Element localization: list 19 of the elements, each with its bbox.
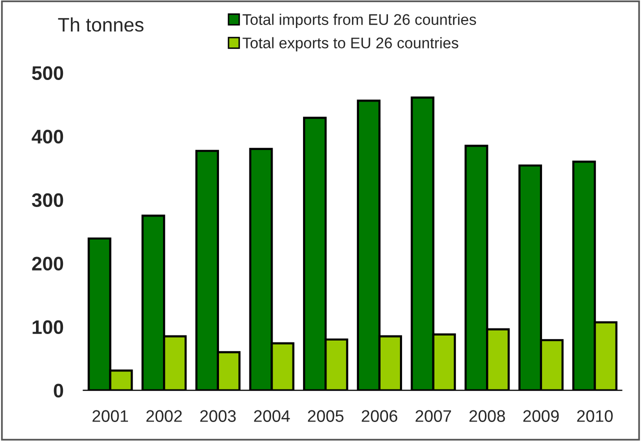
y-tick-label: 400	[32, 130, 64, 144]
x-tick-label: 2006	[362, 410, 398, 422]
legend-label: Total exports to EU 26 countries	[242, 37, 458, 52]
x-tick-label: 2008	[469, 410, 505, 422]
y-tick-label: 0	[54, 384, 64, 398]
x-tick-label: 2010	[577, 410, 613, 422]
x-tick-label: 2007	[416, 410, 452, 422]
y-tick-label: 200	[32, 256, 64, 271]
x-tick-label: 2005	[308, 410, 344, 422]
y-tick-label: 500	[32, 66, 64, 80]
legend-label: Total imports from EU 26 countries	[242, 14, 476, 28]
x-tick-label: 2003	[200, 410, 236, 422]
x-tick-label: 2004	[254, 410, 290, 422]
y-tick-label: 100	[32, 320, 64, 334]
y-axis-title: Th tonnes	[58, 17, 144, 32]
x-tick-label: 2002	[146, 410, 182, 422]
x-tick-label: 2009	[523, 410, 559, 422]
y-tick-label: 300	[32, 193, 64, 208]
x-tick-label: 2001	[92, 410, 128, 422]
